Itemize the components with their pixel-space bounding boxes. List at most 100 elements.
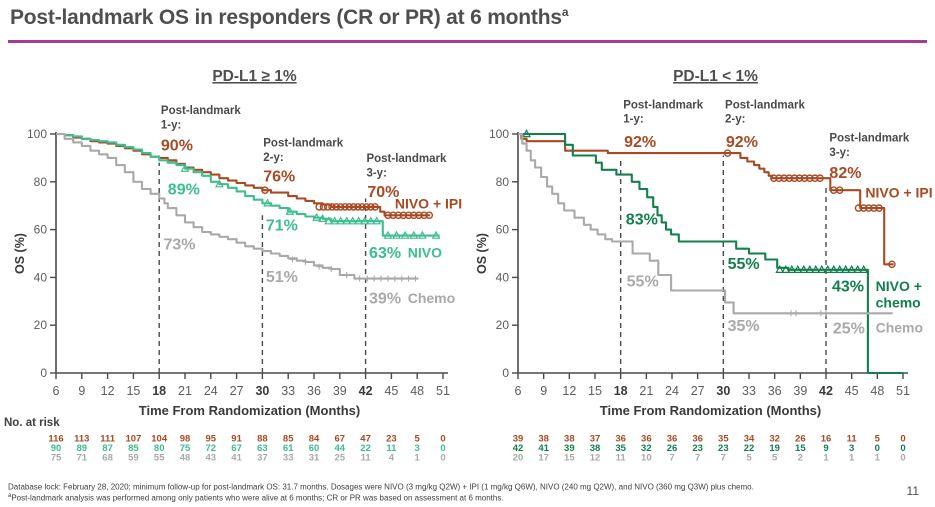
at-risk-row-nivo-ipi: 116 113 111 107 104 98 95 91 88 85 84 67 47 23 5 0 [48,434,445,445]
svg-text:12: 12 [101,384,115,398]
svg-text:0: 0 [440,434,445,445]
svg-text:23: 23 [718,443,729,454]
svg-text:11: 11 [847,434,858,445]
svg-text:24: 24 [665,384,679,398]
svg-text:Post-landmark: Post-landmark [161,105,241,117]
svg-text:0: 0 [875,443,880,454]
svg-text:47: 47 [360,434,371,445]
title-accent-rule [8,40,927,43]
svg-text:72: 72 [206,443,217,454]
svg-text:1-y:: 1-y: [623,114,643,126]
svg-text:Chemo: Chemo [876,320,923,336]
svg-text:92%: 92% [726,134,758,151]
svg-text:45: 45 [845,384,859,398]
page-number: 11 [906,484,919,498]
svg-text:60: 60 [34,223,48,237]
svg-text:6: 6 [53,384,60,398]
svg-text:33: 33 [281,384,295,398]
svg-text:17: 17 [538,453,549,464]
svg-text:2: 2 [798,453,803,464]
at-risk-row-nivo: 90 89 87 85 80 75 72 67 63 61 60 44 22 11 3 0 [51,443,446,454]
landmark-lines [619,155,827,373]
svg-text:91: 91 [231,434,242,445]
svg-text:42: 42 [513,443,524,454]
svg-text:67: 67 [335,434,346,445]
svg-text:1: 1 [849,453,855,464]
svg-text:1: 1 [415,453,421,464]
svg-text:70%: 70% [367,184,399,201]
svg-text:35: 35 [615,443,626,454]
svg-text:27: 27 [691,384,705,398]
svg-text:33: 33 [742,384,756,398]
svg-text:89%: 89% [168,182,200,199]
annotations: Post-landmark 1-y: 90% 89% 73% Post-landmark 2… [161,105,462,307]
page-title-superscript: a [561,5,569,19]
svg-text:40: 40 [496,270,510,284]
svg-text:NIVO: NIVO [408,244,442,260]
svg-text:67: 67 [231,443,242,454]
svg-text:41: 41 [538,443,549,454]
svg-text:38: 38 [538,434,549,445]
svg-text:83%: 83% [626,212,658,229]
svg-text:39: 39 [793,384,807,398]
svg-text:15: 15 [795,443,806,454]
svg-text:25: 25 [335,453,346,464]
svg-text:95: 95 [206,434,217,445]
svg-text:75: 75 [180,443,191,454]
svg-text:PD-L1 ≥ 1%: PD-L1 ≥ 1% [212,68,297,85]
svg-text:0: 0 [900,434,905,445]
svg-text:30: 30 [716,384,730,398]
svg-text:116: 116 [48,434,63,445]
svg-text:22: 22 [360,443,371,454]
svg-text:30: 30 [255,384,269,398]
svg-text:Post-landmark: Post-landmark [366,153,446,165]
svg-text:84: 84 [309,434,320,445]
svg-text:36: 36 [615,434,626,445]
svg-text:85: 85 [283,434,294,445]
series-chemo [56,132,419,282]
svg-text:60: 60 [309,443,320,454]
svg-text:5: 5 [772,453,778,464]
svg-text:PD-L1 < 1%: PD-L1 < 1% [673,68,758,85]
svg-text:55: 55 [154,453,165,464]
svg-text:38: 38 [590,443,601,454]
svg-text:26: 26 [667,443,678,454]
svg-text:85: 85 [128,443,139,454]
svg-text:55%: 55% [728,256,760,273]
svg-text:60: 60 [496,223,510,237]
no-at-risk-label: No. at risk [4,417,60,429]
svg-text:1-y:: 1-y: [161,120,181,132]
footnote-line-2: aPost-landmark analysis was performed am… [8,493,504,503]
svg-text:100: 100 [27,127,47,141]
svg-text:42: 42 [359,384,373,398]
svg-text:36: 36 [307,384,321,398]
svg-text:2-y:: 2-y: [263,152,283,164]
svg-text:9: 9 [540,384,547,398]
svg-text:73%: 73% [164,237,196,254]
svg-text:19: 19 [769,443,780,454]
svg-text:36: 36 [768,384,782,398]
svg-text:16: 16 [821,434,832,445]
svg-text:43%: 43% [832,279,864,296]
svg-text:68: 68 [102,453,113,464]
svg-text:24: 24 [204,384,218,398]
svg-text:35%: 35% [728,318,760,335]
svg-text:113: 113 [74,434,89,445]
svg-text:NIVO +: NIVO + [876,278,922,294]
svg-text:11: 11 [616,453,627,464]
svg-text:39: 39 [333,384,347,398]
svg-text:3-y:: 3-y: [829,147,849,159]
svg-text:15: 15 [588,384,602,398]
svg-text:Time From Randomization (Month: Time From Randomization (Months) [600,403,821,418]
svg-text:7: 7 [695,453,700,464]
page-title: Post-landmark OS in responders (CR or PR… [10,5,569,30]
svg-text:80: 80 [34,175,48,189]
svg-text:32: 32 [641,443,652,454]
svg-text:63%: 63% [369,245,401,262]
svg-text:43: 43 [206,453,217,464]
svg-text:31: 31 [309,453,320,464]
svg-text:71%: 71% [266,218,298,235]
svg-text:87: 87 [102,443,113,454]
svg-text:11: 11 [386,443,397,454]
